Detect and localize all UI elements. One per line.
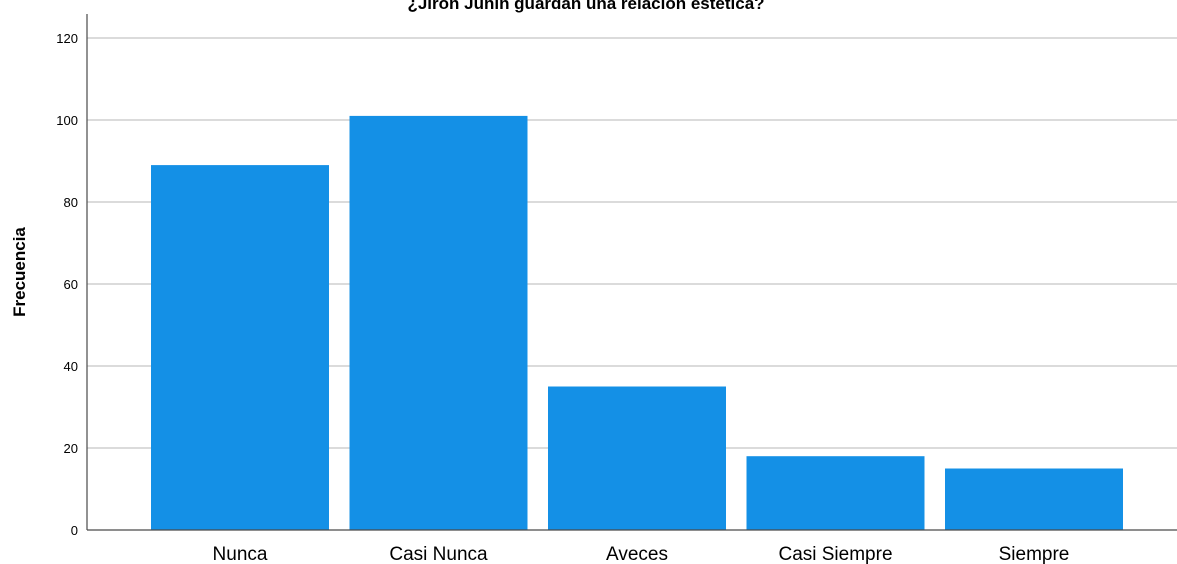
bars xyxy=(151,115,1123,531)
y-tick-label: 120 xyxy=(56,31,78,46)
y-tick-labels: 0 20 40 60 80 100 120 xyxy=(56,31,78,538)
bar-aveces xyxy=(548,386,726,530)
x-tick-label: Aveces xyxy=(606,544,668,564)
x-tick-label: Nunca xyxy=(213,544,268,564)
bar-casi-siempre xyxy=(746,456,925,530)
bar-casi-nunca xyxy=(349,115,528,531)
x-tick-label: Siempre xyxy=(999,544,1070,564)
y-tick-label: 80 xyxy=(64,195,78,210)
y-tick-label: 40 xyxy=(64,359,78,374)
x-tick-labels: Nunca Casi Nunca Aveces Casi Siempre Siempre xyxy=(213,544,1070,564)
bar-siempre xyxy=(945,468,1123,530)
chart-title: ¿Jirón Junín guardan una relación estéti… xyxy=(407,0,764,13)
x-tick-label: Casi Nunca xyxy=(389,544,488,564)
y-tick-label: 60 xyxy=(64,277,78,292)
y-tick-label: 0 xyxy=(71,523,78,538)
x-tick-label: Casi Siempre xyxy=(778,544,892,564)
y-tick-label: 100 xyxy=(56,113,78,128)
y-tick-label: 20 xyxy=(64,441,78,456)
y-axis-label: Frecuencia xyxy=(10,227,29,317)
bar-nunca xyxy=(151,165,329,530)
